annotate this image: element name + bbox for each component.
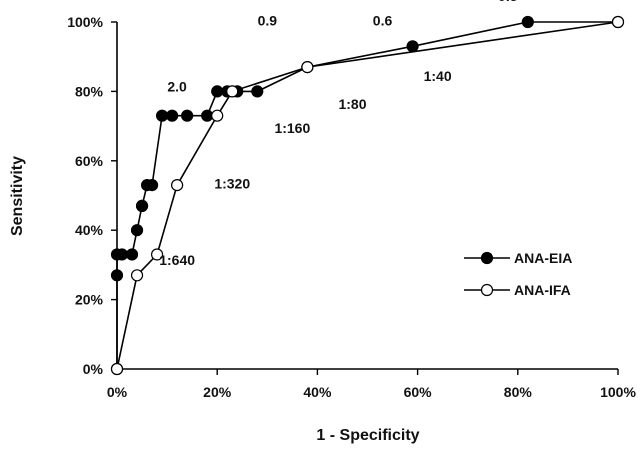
y-tick-label: 20%	[75, 292, 104, 308]
annotation-label: 1:160	[274, 120, 310, 136]
x-tick-label: 80%	[504, 384, 533, 400]
series-line-ana-eia	[116, 21, 618, 369]
series-line-ana-ifa	[116, 21, 619, 370]
y-tick-label: 80%	[75, 83, 104, 99]
axes	[116, 22, 618, 370]
annotation-label: 0.6	[373, 12, 393, 28]
data-point-ana-eia	[155, 109, 169, 122]
data-point-ana-eia	[135, 199, 149, 213]
annotation-label: 0.5	[498, 0, 518, 4]
data-point-ana-eia	[251, 85, 264, 98]
y-tick-label: 60%	[75, 153, 104, 169]
annotation-label: 0.9	[258, 12, 278, 28]
x-tick-label: 40%	[303, 384, 332, 400]
x-axis-title: 1 - Specificity	[316, 427, 419, 444]
annotations: 2.0 0.9 0.6 0.5 1:40 1:80 1:160 1:320 1:640	[159, 0, 518, 268]
y-tick-label: 100%	[67, 14, 103, 30]
x-tick-label: 0%	[107, 384, 128, 400]
y-axis-title: Sensitivity	[9, 156, 26, 236]
data-point-ana-eia	[521, 15, 534, 29]
annotation-label: 1:320	[214, 176, 250, 192]
data-point-ana-ifa	[611, 15, 625, 29]
x-tick-label: 100%	[600, 384, 636, 400]
data-point-ana-eia	[166, 109, 179, 122]
data-point-ana-eia	[115, 248, 129, 261]
data-point-ana-ifa	[110, 362, 124, 376]
data-point-ana-ifa	[150, 248, 164, 261]
data-point-ana-eia	[211, 85, 224, 98]
y-tick-label: 40%	[75, 222, 104, 238]
legend-eia-marker	[480, 251, 494, 265]
annotation-label: 1:40	[424, 68, 452, 84]
annotation-label: 2.0	[167, 78, 187, 94]
annotation-label: 1:80	[338, 96, 366, 112]
data-point-ana-eia	[181, 109, 194, 122]
y-tick-label: 0%	[83, 361, 104, 377]
data-point-ana-eia	[145, 178, 159, 192]
data-point-ana-eia	[201, 109, 214, 122]
legend-eia-label: ANA-EIA	[514, 250, 572, 266]
data-point-ana-eia	[125, 248, 139, 261]
data-point-ana-ifa	[301, 61, 314, 74]
legend-ifa-marker	[480, 283, 494, 297]
data-point-ana-ifa	[171, 178, 184, 192]
x-tick-label: 20%	[203, 384, 232, 400]
ticks: 0% 20% 40% 60% 80% 100% 0% 20% 40% 60% 80% 100%	[67, 14, 636, 400]
data-point-ana-eia	[130, 224, 144, 237]
x-tick-label: 60%	[404, 384, 433, 400]
series-layer	[110, 15, 625, 376]
legend-ifa-label: ANA-IFA	[514, 282, 571, 298]
data-point-ana-ifa	[211, 109, 224, 122]
data-point-ana-ifa	[226, 85, 239, 98]
annotation-label: 1:640	[159, 252, 195, 268]
data-point-ana-eia	[406, 40, 419, 53]
data-point-ana-eia	[110, 269, 124, 282]
data-point-ana-ifa	[130, 269, 144, 282]
legend: ANA-EIA ANA-IFA	[464, 250, 572, 298]
